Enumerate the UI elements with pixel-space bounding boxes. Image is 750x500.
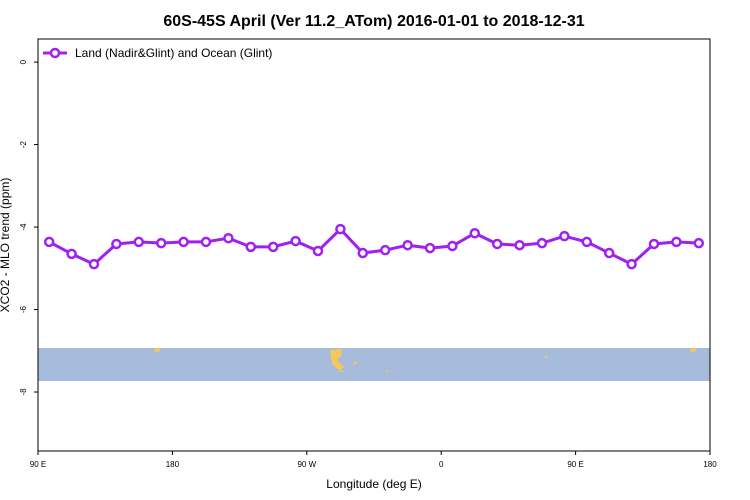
land bbox=[353, 361, 357, 365]
y-tick-label: -6 bbox=[19, 305, 28, 313]
point bbox=[43, 236, 55, 248]
point bbox=[290, 235, 301, 247]
y-tick-label: -4 bbox=[19, 223, 28, 231]
point bbox=[581, 236, 593, 248]
x-tick-label: 90 W bbox=[297, 460, 316, 469]
map-strip bbox=[38, 348, 710, 381]
point bbox=[491, 238, 503, 250]
point bbox=[357, 247, 369, 259]
land bbox=[690, 348, 696, 352]
point bbox=[671, 236, 682, 248]
series-line bbox=[48, 226, 699, 266]
point bbox=[559, 230, 570, 242]
x-axis-label: Longitude (deg E) bbox=[326, 477, 421, 491]
land bbox=[386, 370, 388, 372]
point bbox=[693, 237, 705, 249]
legend-label: Land (Nadir&Glint) and Ocean (Glint) bbox=[75, 46, 272, 60]
ocean-strip bbox=[38, 348, 710, 381]
plot-frame bbox=[37, 38, 711, 452]
x-tick-label: 180 bbox=[703, 460, 717, 469]
legend-marker bbox=[49, 47, 61, 59]
x-tick-label: 90 E bbox=[567, 460, 583, 469]
y-tick-label: 0 bbox=[19, 59, 28, 64]
point bbox=[335, 223, 346, 235]
y-axis-label: XCO2 - MLO trend (ppm) bbox=[0, 178, 12, 313]
point bbox=[245, 241, 257, 253]
point bbox=[514, 239, 525, 251]
point bbox=[402, 239, 413, 251]
point bbox=[626, 258, 637, 270]
point bbox=[200, 236, 212, 248]
point bbox=[155, 237, 167, 249]
land bbox=[330, 349, 346, 372]
point bbox=[379, 244, 391, 256]
y-tick-label: -2 bbox=[19, 140, 28, 148]
point bbox=[312, 245, 324, 257]
point bbox=[88, 258, 100, 270]
point bbox=[267, 241, 279, 253]
y-tick-label: -8 bbox=[19, 388, 28, 396]
point bbox=[603, 247, 615, 259]
point bbox=[648, 238, 660, 250]
point bbox=[178, 236, 189, 248]
point bbox=[424, 242, 436, 254]
point bbox=[111, 238, 122, 250]
x-tick-label: 90 E bbox=[30, 460, 46, 469]
point bbox=[447, 240, 458, 252]
land bbox=[154, 348, 160, 352]
chart-title: 60S-45S April (Ver 11.2_ATom) 2016-01-01… bbox=[163, 13, 584, 30]
point bbox=[133, 236, 145, 248]
x-tick-label: 0 bbox=[439, 460, 444, 469]
point bbox=[469, 227, 481, 239]
land bbox=[544, 355, 548, 359]
point bbox=[223, 232, 234, 244]
x-tick-label: 180 bbox=[166, 460, 180, 469]
point bbox=[66, 248, 77, 260]
point bbox=[536, 237, 548, 249]
